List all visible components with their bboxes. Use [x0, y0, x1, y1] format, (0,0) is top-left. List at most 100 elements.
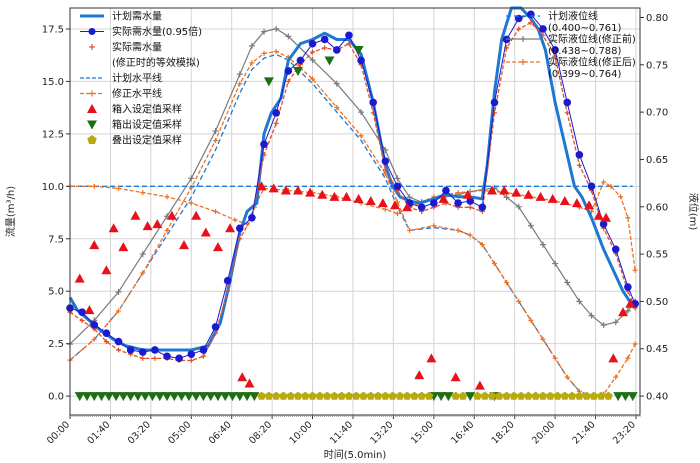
series-point [564, 279, 571, 286]
tank-in-sample [74, 273, 85, 283]
series-point [576, 162, 582, 168]
series-point [320, 35, 329, 44]
stack-out-sample [410, 391, 419, 400]
series-point [114, 337, 123, 346]
series-point [407, 227, 413, 233]
series-point [237, 236, 243, 242]
series-point [213, 209, 219, 214]
series-point [528, 20, 534, 26]
series-point [225, 288, 231, 294]
series-point [116, 347, 122, 353]
series-line [69, 28, 636, 345]
tank-in-sample [166, 210, 177, 220]
series-point [103, 339, 109, 345]
series-point [140, 190, 146, 196]
series-point [164, 227, 170, 233]
tank-in-sample [200, 227, 211, 237]
stack-out-sample [473, 391, 482, 400]
series-point [382, 167, 388, 173]
tank-in-sample [535, 191, 546, 201]
tank-in-sample [450, 372, 461, 382]
tank-in-sample [618, 307, 629, 317]
series-point [152, 355, 158, 361]
series-point [564, 374, 570, 380]
series-point [394, 175, 401, 182]
series-point [393, 182, 402, 191]
tank-in-sample [584, 200, 595, 210]
series-point [188, 175, 195, 182]
series-point [310, 76, 316, 82]
series-point [248, 213, 256, 222]
series-point [187, 350, 196, 358]
series-point [624, 283, 632, 291]
series-point [540, 336, 546, 342]
series-point [357, 56, 365, 65]
stack-out-sample [451, 391, 460, 400]
tank-in-sample [152, 219, 163, 229]
tank-in-sample [225, 223, 236, 233]
stack-out-sample [373, 391, 383, 400]
series-point [322, 45, 328, 51]
tank-in-sample [305, 187, 316, 197]
series-point [273, 25, 280, 32]
series-point [624, 307, 631, 314]
tank-out-sample [242, 392, 253, 402]
series-point [308, 39, 317, 48]
tank-in-sample [547, 193, 558, 203]
series-point [382, 206, 388, 212]
series-point [333, 46, 341, 54]
series-point [175, 354, 183, 363]
series-point [430, 199, 438, 207]
series-point [333, 80, 340, 87]
tank-in-sample [84, 305, 95, 315]
tank-out-sample [465, 392, 476, 402]
stack-out-sample [337, 391, 346, 400]
series-point [140, 270, 146, 276]
tank-in-sample [142, 221, 153, 231]
y-right-tick-label: 0.80 [646, 13, 668, 24]
stack-out-sample [502, 391, 511, 400]
series-point [273, 49, 279, 55]
y-axis-left-label: 流量(m³/h) [4, 186, 17, 237]
tank-out-sample [293, 66, 303, 76]
series-point [516, 26, 522, 32]
stack-out-sample [495, 391, 504, 400]
series-point [552, 355, 558, 361]
legend-right-label: 计划液位线 [548, 10, 598, 23]
tank-out-sample [627, 392, 638, 402]
series-point [151, 346, 159, 354]
stack-out-sample [308, 391, 317, 400]
y-left-tick-label: 10.0 [42, 182, 64, 193]
legend-left-label: 实际需水量 [112, 41, 162, 54]
tank-in-sample [523, 189, 534, 199]
tank-in-sample [511, 187, 522, 197]
legend-left-symbol [87, 104, 97, 113]
tank-out-sample [263, 77, 274, 87]
tank-in-sample [608, 353, 619, 363]
tank-out-sample [183, 392, 194, 402]
tank-in-sample [268, 183, 279, 193]
tank-out-sample [436, 392, 447, 402]
legend-marker [520, 59, 526, 65]
series-point [608, 183, 614, 189]
tank-in-sample [426, 353, 437, 363]
series-point [599, 220, 608, 228]
tank-in-sample [293, 185, 303, 195]
tank-in-sample [280, 185, 291, 195]
series-point [285, 33, 292, 40]
tank-out-sample [74, 392, 85, 402]
tank-out-sample [613, 392, 624, 402]
y-right-tick-label: 0.65 [646, 155, 668, 166]
stack-out-sample [264, 391, 274, 400]
tank-out-sample [212, 392, 223, 402]
series-point [285, 78, 291, 84]
series-point [260, 140, 268, 149]
series-point [618, 194, 624, 200]
tank-out-sample [198, 392, 209, 402]
series-point [273, 120, 279, 126]
tank-in-sample [593, 210, 604, 220]
tank-out-sample [353, 45, 364, 55]
series-point [235, 224, 244, 233]
series-point [261, 28, 268, 35]
tank-out-sample [162, 392, 173, 402]
